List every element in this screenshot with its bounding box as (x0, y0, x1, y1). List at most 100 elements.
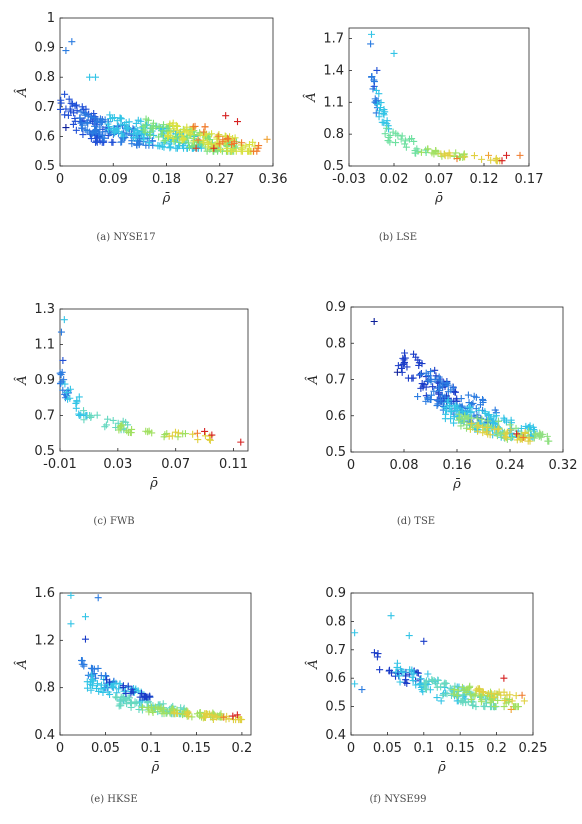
x-tick-label: 0.15 (182, 741, 211, 756)
x-tick-label: 0.05 (373, 741, 402, 756)
y-tick-label: 0.6 (34, 129, 55, 144)
data-point (68, 38, 76, 46)
data-point (93, 680, 101, 688)
data-point (233, 711, 241, 719)
data-point (424, 670, 432, 678)
data-point (500, 703, 508, 711)
y-tick-label: 0.8 (34, 70, 55, 85)
data-point (453, 692, 461, 700)
x-tick-label: 0.03 (103, 457, 132, 472)
y-tick-label: 0.7 (34, 409, 55, 424)
data-point (77, 108, 85, 116)
data-point (242, 142, 250, 150)
data-point (461, 153, 469, 161)
data-point (200, 138, 208, 146)
y-tick-label: 1.3 (34, 302, 55, 317)
data-point (513, 436, 521, 444)
data-point (66, 394, 74, 402)
y-tick-label: 0.5 (34, 444, 55, 459)
data-point (380, 106, 388, 114)
data-point (399, 361, 407, 369)
panel-caption: (d) TSE (396, 516, 436, 527)
data-point (149, 124, 157, 132)
data-point (507, 705, 515, 713)
data-point (128, 425, 136, 433)
x-tick-label: -0.03 (332, 172, 366, 187)
x-tick-label: 0.2 (232, 741, 253, 756)
data-point (88, 130, 96, 138)
y-tick-label: 1.2 (34, 633, 55, 648)
data-point (456, 414, 464, 422)
data-point (67, 591, 75, 599)
panel-caption: (e) HKSE (90, 794, 138, 805)
data-point (210, 144, 218, 152)
data-point (106, 111, 114, 119)
x-axis-label: ρ̄ (151, 760, 160, 775)
data-point (351, 680, 359, 688)
y-tick-label: 1.1 (34, 338, 55, 353)
data-point (66, 105, 74, 113)
data-point (222, 112, 230, 120)
data-point (66, 385, 74, 393)
data-point (187, 130, 195, 138)
data-point (417, 370, 425, 378)
data-point (450, 419, 458, 427)
panel-caption: (a) NYSE17 (96, 232, 156, 243)
data-point (78, 656, 86, 664)
data-point (189, 137, 197, 145)
y-tick-label: 0.5 (323, 159, 344, 174)
data-point (145, 139, 153, 147)
data-point (472, 703, 480, 711)
x-tick-label: 0.07 (161, 457, 190, 472)
data-point (460, 686, 468, 694)
data-point (113, 694, 121, 702)
data-point (414, 669, 422, 677)
data-point (188, 713, 196, 721)
data-point (406, 666, 414, 674)
data-point (454, 686, 462, 694)
data-point (476, 686, 484, 694)
data-point (465, 414, 473, 422)
data-point (472, 393, 480, 401)
data-point (81, 613, 89, 621)
data-point (57, 328, 65, 336)
data-point (68, 100, 76, 108)
data-point (433, 694, 441, 702)
data-point (129, 134, 137, 142)
data-point (409, 374, 417, 382)
data-point (372, 97, 380, 105)
data-point (171, 428, 179, 436)
data-point (145, 705, 153, 713)
data-point (405, 632, 413, 640)
data-point (211, 712, 219, 720)
data-point (501, 416, 509, 424)
x-tick-label: 0 (56, 172, 64, 187)
data-point (192, 144, 200, 152)
y-tick-label: 0.9 (325, 300, 346, 315)
data-point (509, 433, 517, 441)
y-tick-label: 0.8 (34, 681, 55, 696)
data-point (439, 691, 447, 699)
data-point (492, 412, 500, 420)
data-point (381, 130, 389, 138)
data-point (166, 120, 174, 128)
data-point (229, 716, 237, 724)
data-point (482, 695, 490, 703)
data-point (422, 685, 430, 693)
data-point (138, 689, 146, 697)
data-point (57, 379, 65, 387)
data-point (164, 133, 172, 141)
x-axis-label: ρ̄ (162, 191, 171, 206)
data-point (392, 668, 400, 676)
data-point (73, 397, 81, 405)
data-point (185, 139, 193, 147)
data-point (501, 433, 509, 441)
data-point (86, 73, 94, 81)
y-axis-label: Â (14, 375, 30, 385)
data-point (117, 115, 125, 123)
x-tick-label: 0 (347, 458, 355, 473)
data-point (128, 140, 136, 148)
data-point (140, 693, 148, 701)
data-point (521, 434, 529, 442)
